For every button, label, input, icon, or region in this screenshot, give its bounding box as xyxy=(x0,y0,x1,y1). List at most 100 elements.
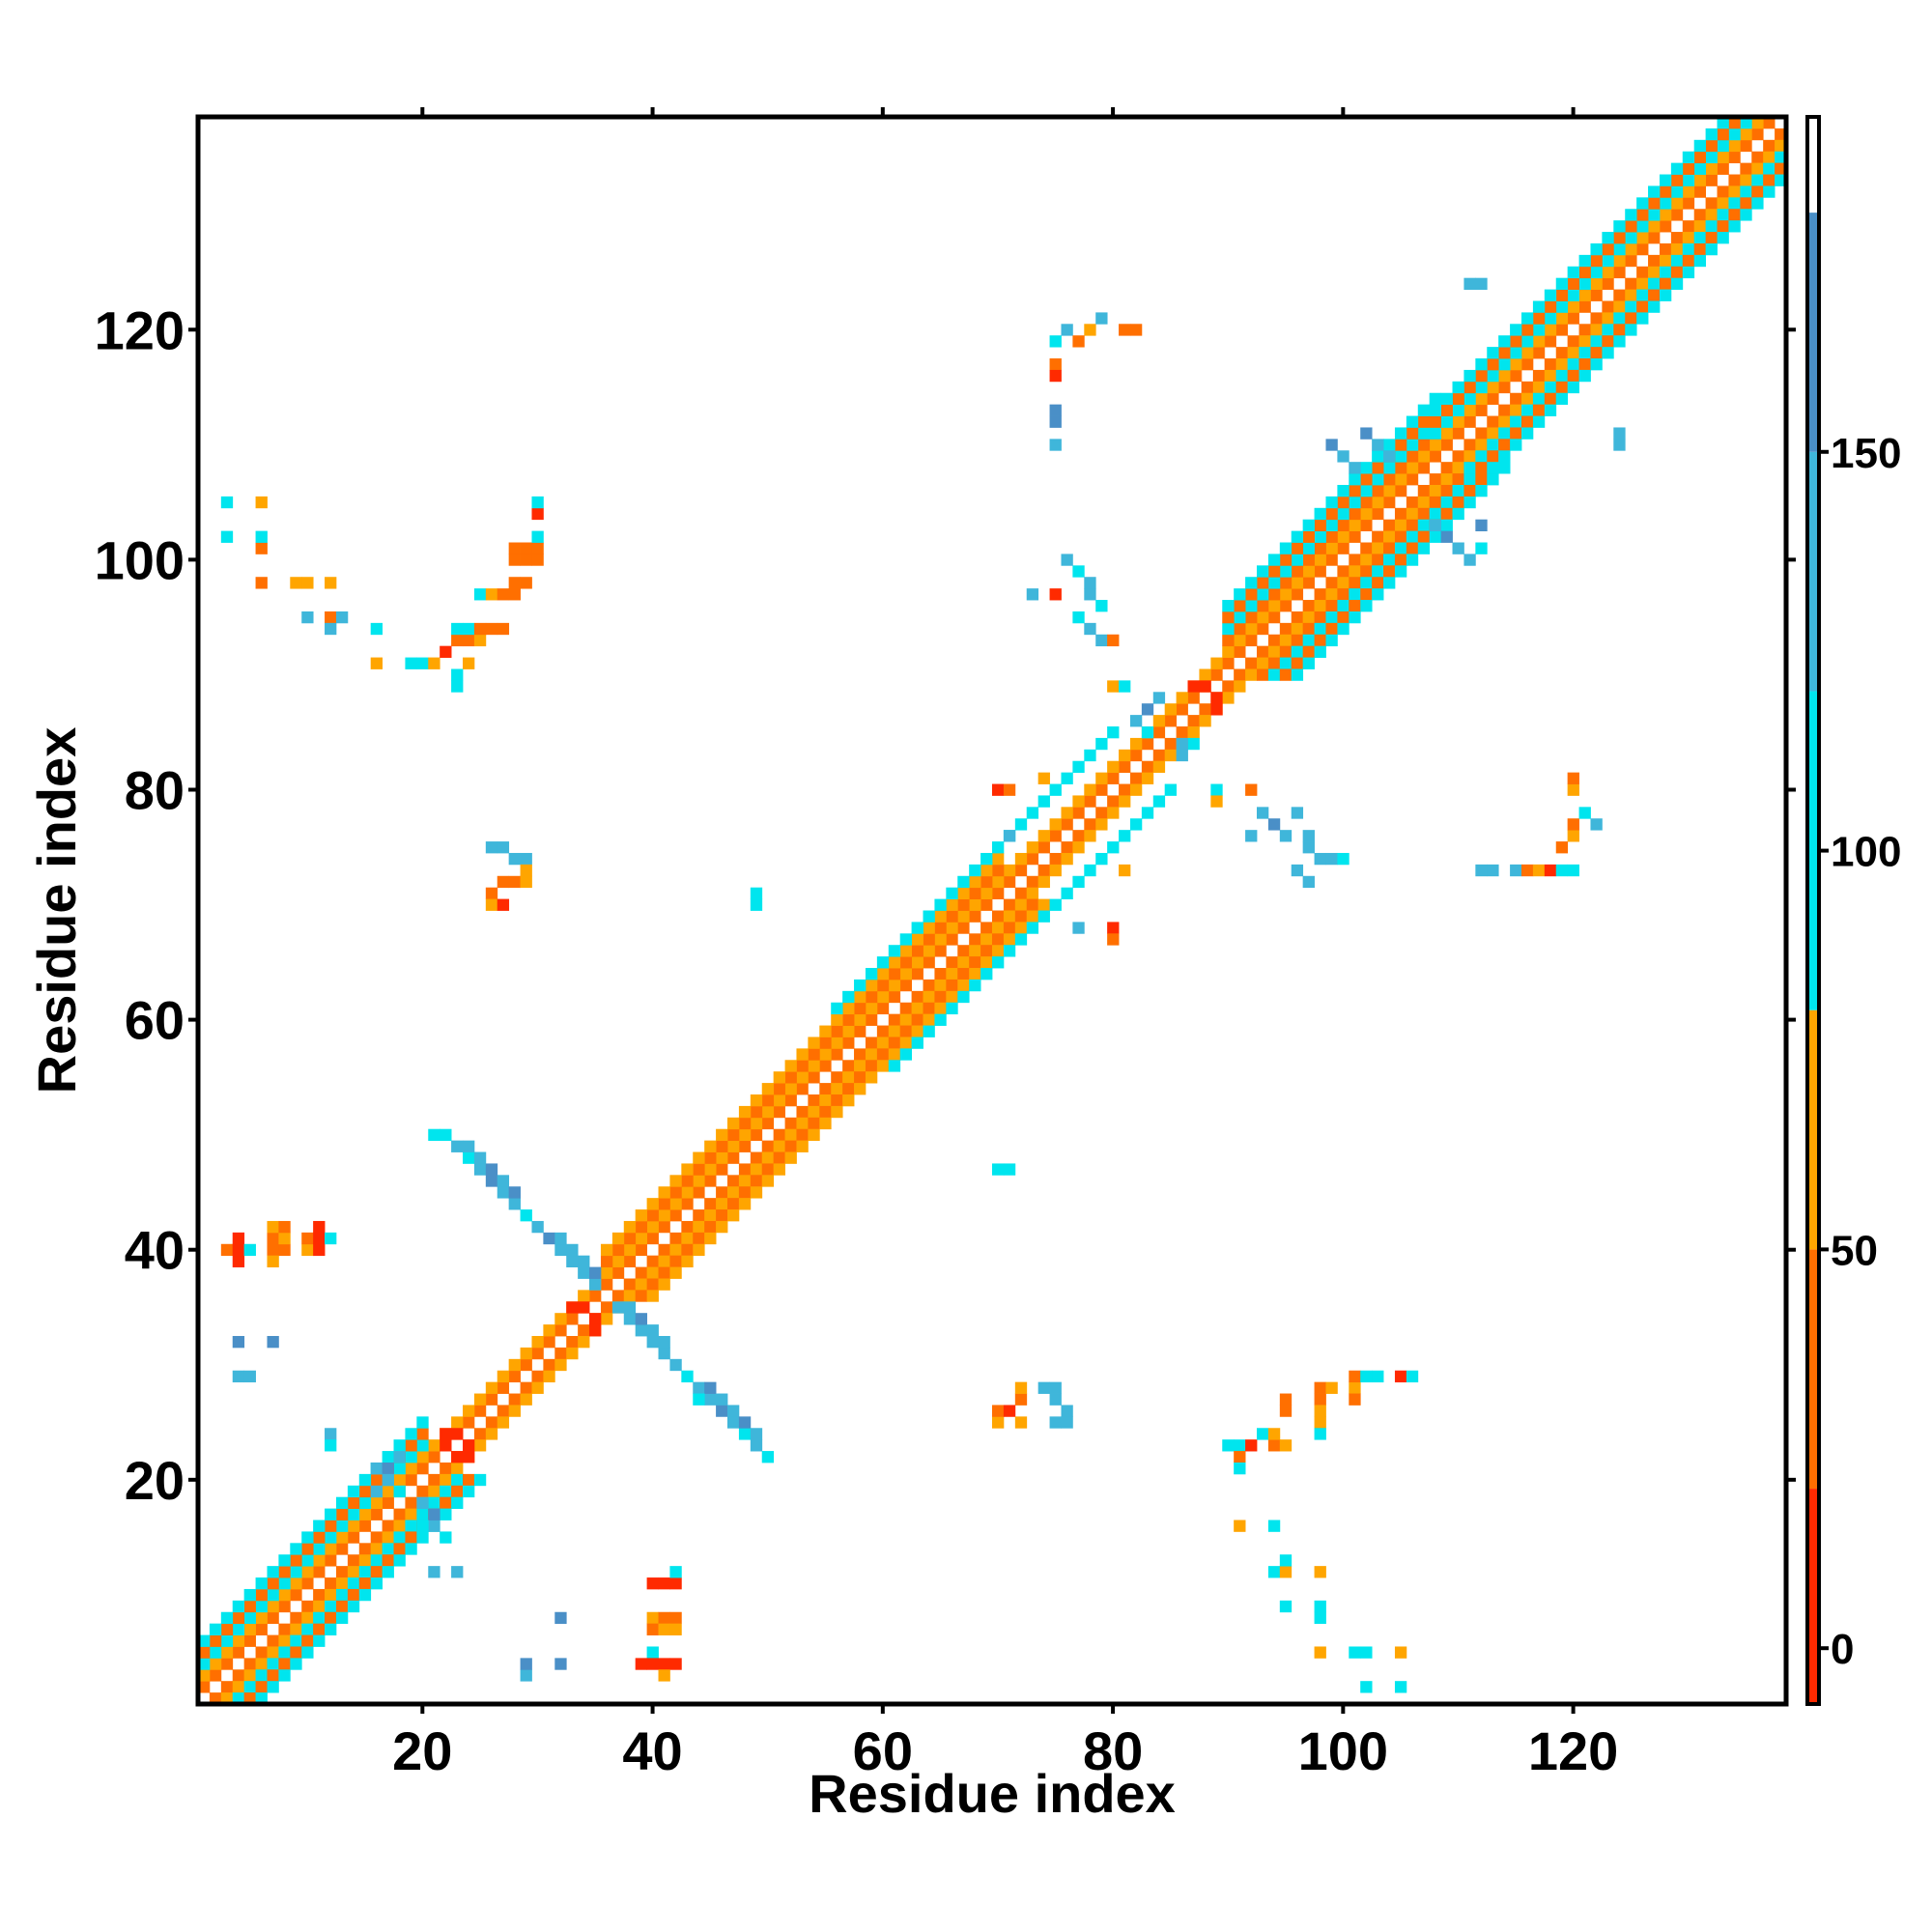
heatmap-cell xyxy=(1267,657,1281,669)
heatmap-cell xyxy=(1325,611,1338,624)
heatmap-cell xyxy=(646,1623,659,1635)
heatmap-cell xyxy=(1406,496,1419,509)
heatmap-cell xyxy=(497,1175,510,1187)
heatmap-cell xyxy=(693,1243,705,1257)
heatmap-cell xyxy=(1659,185,1672,198)
heatmap-cell xyxy=(405,1496,417,1510)
heatmap-cell xyxy=(554,1243,567,1257)
heatmap-cell xyxy=(1129,818,1143,831)
heatmap-cell xyxy=(1291,807,1304,819)
heatmap-cell xyxy=(681,1232,694,1245)
heatmap-cell xyxy=(428,1496,440,1510)
heatmap-cell xyxy=(1613,324,1626,336)
heatmap-cell xyxy=(1544,324,1557,336)
heatmap-cell xyxy=(1152,795,1166,808)
heatmap-cell xyxy=(1440,496,1453,509)
heatmap-cell xyxy=(784,1083,797,1095)
heatmap-cell xyxy=(923,1025,935,1037)
heatmap-cell xyxy=(1360,427,1373,440)
heatmap-cell xyxy=(1084,864,1096,877)
heatmap-cell xyxy=(1693,242,1707,256)
heatmap-cell xyxy=(1625,220,1637,233)
heatmap-cell xyxy=(831,1048,843,1061)
heatmap-cell xyxy=(1360,542,1373,554)
heatmap-cell xyxy=(531,554,544,566)
heatmap-cell xyxy=(1314,1393,1326,1406)
heatmap-cell xyxy=(1095,852,1108,866)
heatmap-cell xyxy=(1279,668,1293,681)
heatmap-cell xyxy=(899,1025,913,1037)
heatmap-cell xyxy=(1383,519,1396,532)
heatmap-cell xyxy=(589,1313,602,1325)
heatmap-cell xyxy=(1440,530,1453,543)
heatmap-cell xyxy=(923,979,935,992)
heatmap-cell xyxy=(738,1105,752,1119)
heatmap-cell xyxy=(1372,462,1384,474)
heatmap-cell xyxy=(267,1243,279,1257)
heatmap-cell xyxy=(1037,875,1050,889)
heatmap-cell xyxy=(911,945,923,957)
heatmap-cell xyxy=(1372,439,1384,451)
heatmap-cell xyxy=(325,1428,337,1440)
heatmap-cell xyxy=(1578,254,1591,268)
heatmap-cell xyxy=(347,1520,360,1532)
heatmap-cell xyxy=(232,1646,245,1659)
heatmap-cell xyxy=(1337,588,1350,601)
heatmap-cell xyxy=(1187,715,1200,727)
heatmap-cell xyxy=(1119,760,1131,774)
heatmap-cell xyxy=(888,1025,901,1037)
heatmap-cell xyxy=(1152,760,1166,774)
heatmap-cell xyxy=(808,1037,820,1049)
heatmap-cell xyxy=(451,1566,464,1578)
heatmap-cell xyxy=(508,554,521,566)
heatmap-cell xyxy=(1510,427,1522,440)
heatmap-cell xyxy=(1417,519,1431,532)
heatmap-cell xyxy=(1532,381,1546,394)
heatmap-cell xyxy=(1176,726,1188,739)
heatmap-cell xyxy=(1372,565,1384,578)
heatmap-cell xyxy=(1751,185,1764,198)
heatmap-cell xyxy=(1337,530,1350,543)
heatmap-cell xyxy=(198,1669,211,1682)
heatmap-cell xyxy=(1234,645,1246,658)
heatmap-cell xyxy=(589,1266,602,1279)
heatmap-cell xyxy=(761,1175,775,1187)
heatmap-cell xyxy=(1521,427,1534,440)
heatmap-cell xyxy=(440,1473,452,1487)
heatmap-cell xyxy=(957,990,970,1004)
heatmap-cell xyxy=(750,1439,763,1452)
heatmap-cell xyxy=(1452,404,1464,416)
heatmap-cell xyxy=(819,1060,832,1072)
heatmap-cell xyxy=(842,990,855,1004)
heatmap-cell xyxy=(416,1508,429,1520)
heatmap-cell xyxy=(876,979,890,992)
heatmap-cell xyxy=(773,1071,785,1084)
heatmap-cell xyxy=(1199,680,1211,693)
heatmap-cell xyxy=(428,657,440,669)
heatmap-cell xyxy=(1417,427,1431,440)
heatmap-cell xyxy=(554,1232,567,1245)
heatmap-cell xyxy=(1314,600,1326,612)
heatmap-cell xyxy=(1072,795,1085,808)
heatmap-cell xyxy=(1775,174,1787,186)
heatmap-cell xyxy=(831,1025,843,1037)
heatmap-cell xyxy=(773,1140,785,1152)
heatmap-cell xyxy=(1602,266,1614,279)
heatmap-cell xyxy=(313,1232,326,1245)
heatmap-cell xyxy=(1003,1163,1016,1176)
heatmap-cell xyxy=(1693,232,1707,244)
heatmap-cell xyxy=(382,1496,394,1510)
heatmap-cell xyxy=(463,1416,475,1429)
heatmap-cell xyxy=(1383,473,1396,486)
heatmap-cell xyxy=(1613,232,1626,244)
heatmap-cell xyxy=(451,1428,464,1440)
heatmap-cell xyxy=(1302,530,1315,543)
heatmap-cell xyxy=(543,1324,555,1337)
heatmap-cell xyxy=(738,1416,752,1429)
heatmap-cell xyxy=(1613,289,1626,301)
heatmap-cell xyxy=(416,1520,429,1532)
heatmap-cell xyxy=(1555,347,1569,359)
heatmap-cell xyxy=(819,1025,832,1037)
heatmap-cell xyxy=(1567,783,1579,796)
heatmap-cell xyxy=(267,1588,279,1602)
